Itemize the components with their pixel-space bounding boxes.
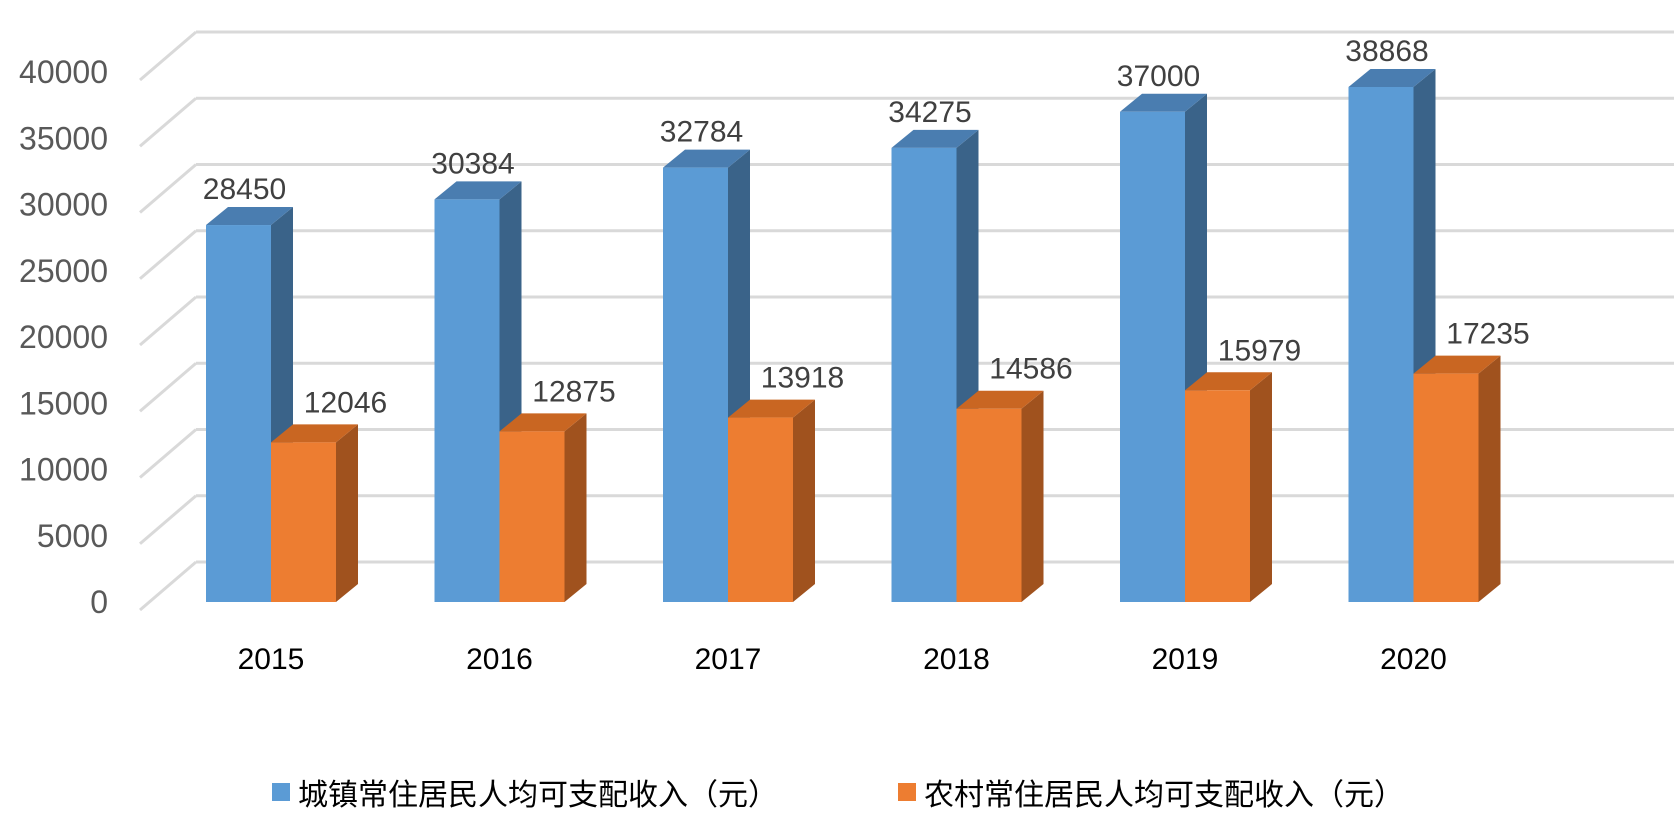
- bar-urban-2018: [891, 129, 979, 602]
- legend-swatch-rural: [898, 783, 916, 801]
- data-label: 15979: [1218, 334, 1301, 367]
- data-label: 38868: [1345, 35, 1428, 68]
- y-tick-label: 15000: [19, 385, 108, 421]
- bar-side: [1250, 372, 1272, 602]
- bar-top: [499, 413, 587, 432]
- bar-top: [728, 399, 815, 418]
- y-axis-ticks: 0 5000 10000 15000 20000 25000 30000 35000 40000: [19, 54, 108, 620]
- bar-front: [1348, 86, 1414, 602]
- gridline-diagonal: [139, 560, 197, 612]
- gridline-diagonal: [139, 30, 197, 82]
- bar-top: [1413, 355, 1501, 374]
- y-tick-label: 35000: [19, 120, 108, 156]
- legend-label-rural: 农村常住居民人均可支配收入（元）: [924, 778, 1404, 813]
- y-tick-label: 40000: [19, 54, 108, 90]
- data-label: 32784: [660, 116, 743, 149]
- bar-top: [1120, 93, 1207, 112]
- bar-front: [728, 417, 793, 602]
- bar-front: [1185, 390, 1250, 602]
- legend-item-rural: 农村常住居民人均可支配收入（元）: [898, 770, 1404, 814]
- data-label: 12875: [532, 375, 615, 408]
- bar-rural-2018: [956, 390, 1044, 602]
- legend-label-urban: 城镇常住居民人均可支配收入（元）: [298, 778, 778, 813]
- bar-top: [956, 390, 1044, 409]
- x-category-label: 2020: [1380, 643, 1447, 676]
- bar-urban-2015: [206, 207, 293, 602]
- gridline-diagonal: [139, 494, 197, 545]
- bar-rural-2020: [1413, 355, 1501, 602]
- bar-front: [499, 431, 565, 602]
- y-tick-label: 25000: [19, 253, 108, 289]
- bar-side: [336, 424, 358, 602]
- bar-side: [1478, 355, 1501, 602]
- bar-rural-2019: [1185, 372, 1272, 602]
- data-label: 12046: [304, 386, 387, 419]
- bar-rural-2015: [271, 424, 358, 602]
- gridline-diagonal: [139, 295, 197, 347]
- gridline-diagonal: [139, 428, 197, 479]
- gridline-diagonal: [139, 362, 197, 413]
- bar-top: [891, 129, 979, 148]
- bar-top: [1348, 68, 1436, 87]
- data-label: 34275: [888, 96, 971, 129]
- bar-top: [271, 424, 358, 443]
- bar-front: [434, 199, 500, 603]
- bar-top: [1185, 372, 1272, 391]
- bar-side: [793, 399, 815, 602]
- legend-item-urban: 城镇常住居民人均可支配收入（元）: [272, 770, 778, 814]
- bar-top: [206, 207, 293, 226]
- bar-front: [1413, 373, 1479, 602]
- bars: [206, 68, 1501, 603]
- bar-front: [271, 442, 336, 602]
- x-axis-categories: 2015 2016 2017 2018 2019 2020: [238, 643, 1447, 676]
- gridline-diagonal: [139, 97, 197, 148]
- y-tick-label: 0: [90, 584, 108, 620]
- bar-side: [564, 413, 587, 602]
- bar-front: [1120, 111, 1185, 602]
- gridline-diagonal: [139, 229, 197, 280]
- x-category-label: 2019: [1152, 643, 1219, 676]
- bar-rural-2017: [728, 399, 815, 602]
- bar-front: [956, 408, 1022, 602]
- bar-front: [891, 147, 957, 602]
- data-label: 30384: [431, 147, 514, 180]
- bar-chart-3d: 0 5000 10000 15000 20000 25000 30000 35000 40000…: [19, 30, 1674, 676]
- data-label: 14586: [989, 353, 1072, 386]
- x-category-label: 2018: [923, 643, 990, 676]
- data-label: 37000: [1117, 60, 1200, 93]
- x-category-label: 2016: [466, 643, 533, 676]
- legend: 城镇常住居民人均可支配收入（元） 农村常住居民人均可支配收入（元）: [0, 768, 1676, 816]
- x-category-label: 2015: [238, 643, 305, 676]
- data-label: 28450: [203, 173, 286, 206]
- bar-rural-2016: [499, 413, 587, 602]
- y-tick-label: 5000: [37, 518, 108, 554]
- data-label: 17235: [1446, 318, 1529, 351]
- bar-top: [434, 181, 522, 200]
- x-category-label: 2017: [695, 643, 762, 676]
- y-tick-label: 10000: [19, 452, 108, 488]
- bar-urban-2016: [434, 181, 522, 603]
- data-label: 13918: [761, 362, 844, 395]
- bar-top: [663, 149, 750, 168]
- y-tick-label: 20000: [19, 319, 108, 355]
- bar-front: [663, 167, 728, 602]
- gridline-diagonal: [139, 163, 197, 214]
- legend-swatch-urban: [272, 783, 290, 801]
- data-labels: 28450 12046 30384 12875 32784 13918 34275 14586…: [203, 35, 1530, 419]
- bar-urban-2017: [663, 149, 750, 602]
- y-tick-label: 30000: [19, 187, 108, 223]
- bar-front: [206, 225, 271, 602]
- bar-side: [1021, 390, 1044, 602]
